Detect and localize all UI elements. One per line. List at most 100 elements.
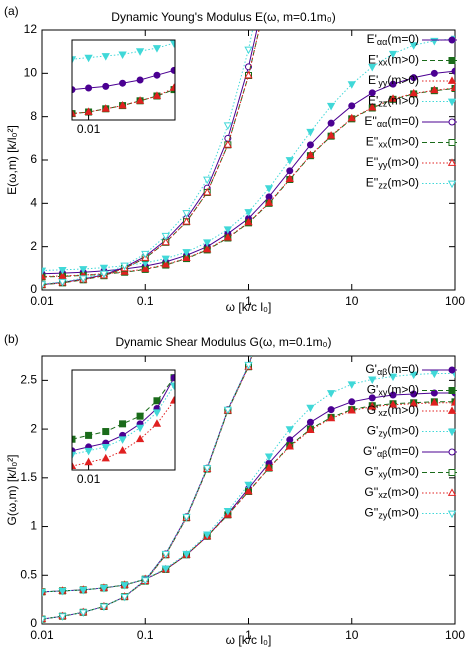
y-tick-label: 12 [24,22,38,36]
marker [430,370,439,379]
marker [223,508,232,516]
legend-label: G''zy(m>0) [364,506,419,521]
marker [447,76,457,84]
marker [347,381,356,389]
marker [99,270,109,279]
marker [448,139,456,146]
inset-x-tick-label: 0.01 [77,472,101,486]
marker [368,89,376,97]
y-tick-label: 1 [30,519,37,533]
marker [264,185,274,193]
marker [389,80,397,88]
marker [141,250,150,259]
marker [58,587,67,596]
marker [203,239,212,247]
marker [72,56,77,64]
marker [72,108,77,117]
panel-label: (b) [4,332,19,346]
marker [448,57,456,64]
legend-label: E''yy(m>0) [366,155,419,170]
marker [223,226,232,234]
y-tick-label: 6 [30,152,37,166]
marker [448,387,456,394]
marker [135,96,145,104]
marker [223,406,232,415]
marker [450,83,455,91]
marker [448,469,456,476]
marker [135,424,145,433]
marker [72,86,76,94]
marker [42,588,47,597]
marker [368,63,377,72]
marker [136,76,144,84]
marker [285,441,294,450]
marker [152,45,162,53]
marker [223,122,232,130]
marker [161,565,170,574]
marker [410,390,418,398]
marker [223,232,232,241]
marker [244,481,253,490]
series-line [42,356,252,620]
marker [141,264,150,272]
marker [153,71,161,79]
marker [101,453,110,462]
marker [388,400,398,408]
marker [42,616,47,624]
y-tick-label: 10 [24,66,38,80]
marker [327,119,335,127]
y-tick-label: 1.5 [20,470,37,484]
marker [368,402,377,410]
x-axis-label: ω [k/c l₀] [226,300,272,314]
x-tick-label: 100 [445,294,465,308]
marker [136,412,144,420]
marker [203,244,212,253]
marker [120,593,129,602]
marker [410,74,418,82]
legend-label: G''xz(m>0) [364,485,419,500]
marker [306,128,315,137]
marker [84,107,93,115]
marker [169,83,175,91]
marker [72,451,77,460]
marker [326,390,336,398]
marker [169,40,175,48]
y-tick-label: 0.5 [20,567,37,581]
legend-label: G'zy(m>0) [367,424,419,439]
marker [306,150,315,159]
marker [141,577,150,585]
marker [72,435,76,443]
marker [368,394,376,402]
marker [244,486,253,495]
marker [448,36,456,44]
marker [161,550,170,559]
marker [99,264,109,273]
marker [450,398,455,406]
marker [85,84,93,92]
marker [389,391,397,399]
marker [326,131,336,139]
marker [169,382,175,391]
y-axis-label: G(ω,m) [k/l₀²] [5,454,19,525]
marker [161,237,170,246]
marker [120,262,129,271]
marker [152,409,162,417]
marker [285,157,294,165]
marker [447,428,457,437]
inset-frame [71,369,176,471]
legend-label: E''zz(m>0) [366,176,419,191]
marker [244,209,253,217]
marker [348,398,356,406]
marker [119,79,127,87]
marker [135,434,145,443]
marker [286,167,294,175]
marker [326,413,336,422]
x-tick-label: 0.01 [30,294,54,308]
marker [264,198,274,206]
marker [79,609,88,617]
marker [448,366,456,374]
marker [42,281,47,289]
marker [388,94,398,102]
marker [79,275,88,283]
